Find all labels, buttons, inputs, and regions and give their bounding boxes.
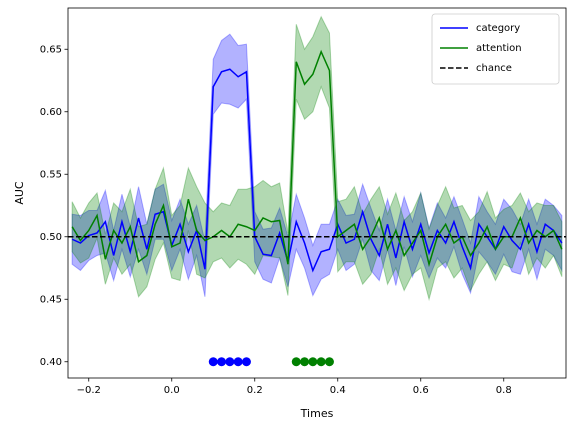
x-axis-label: Times [300, 407, 334, 420]
y-tick-label: 0.65 [40, 44, 62, 55]
y-tick-label: 0.40 [40, 357, 62, 368]
significance-dot [241, 357, 251, 367]
x-tick-label: 0.0 [164, 385, 180, 396]
y-tick-label: 0.55 [40, 169, 62, 180]
axes-frame [67, 7, 567, 379]
significance-dot [208, 357, 218, 367]
significance-dot [308, 357, 318, 367]
y-tick-label: 0.45 [40, 294, 62, 305]
significance-dot [225, 357, 235, 367]
series-line [71, 68, 563, 273]
x-tick-label: 0.6 [413, 385, 429, 396]
x-tick-label: −0.2 [77, 385, 101, 396]
error-band [71, 15, 563, 302]
significance-dot [300, 357, 310, 367]
x-tick-label: 0.4 [330, 385, 346, 396]
legend-label: attention [476, 43, 522, 54]
significance-dot [233, 357, 243, 367]
y-axis-label: AUC [13, 181, 26, 205]
y-tick-label: 0.50 [40, 232, 62, 243]
significance-dot [316, 357, 326, 367]
plot-area [68, 15, 566, 367]
error-band [71, 33, 563, 297]
significance-dot [217, 357, 227, 367]
legend-box [431, 13, 560, 85]
x-tick-label: 0.2 [247, 385, 263, 396]
series-line [71, 49, 563, 268]
y-tick-label: 0.60 [40, 107, 62, 118]
x-tick-label: 0.8 [496, 385, 512, 396]
legend-label: chance [476, 63, 512, 74]
significance-dot [291, 357, 301, 367]
significance-dot [324, 357, 334, 367]
legend-label: category [476, 23, 520, 34]
